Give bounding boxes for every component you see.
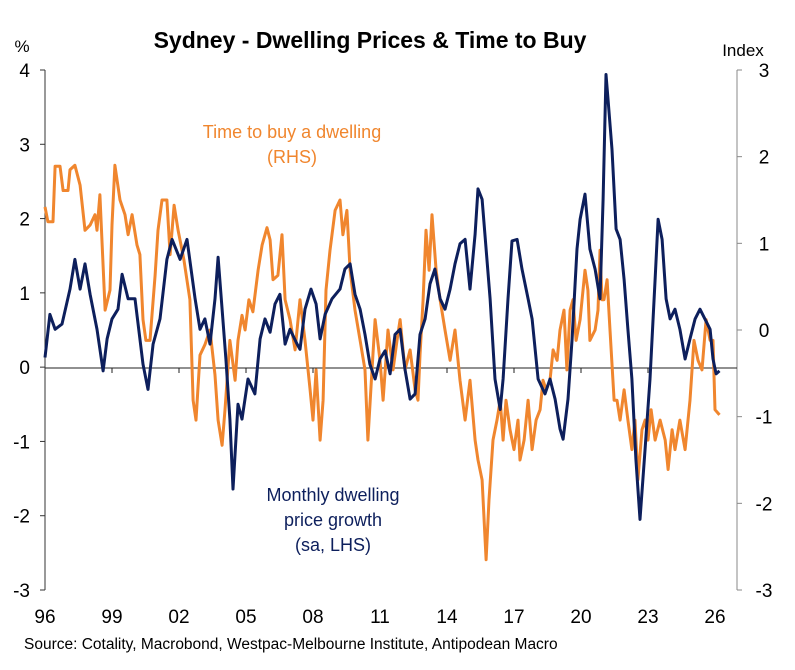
right-axis-tick-label: 1 [759, 234, 770, 255]
right-axis-unit: Index [722, 41, 764, 60]
x-axis-tick-label: 05 [235, 607, 256, 628]
x-axis-tick-label: 17 [503, 607, 524, 628]
right-axis-tick-label: 0 [759, 321, 770, 342]
right-axis-tick-label: 3 [759, 61, 770, 82]
orange-series-label-line1: Time to buy a dwelling [203, 122, 381, 142]
blue-series-label-line1: Monthly dwelling [266, 485, 399, 505]
price-growth-line [43, 73, 721, 521]
right-axis-tick-label: -1 [756, 408, 773, 429]
right-axis-tick-label: -3 [756, 581, 773, 602]
left-axis-tick-label: 2 [19, 210, 30, 231]
x-axis-tick-label: 11 [370, 607, 390, 628]
x-axis-tick-label: 26 [704, 607, 725, 628]
x-axis-tick-label: 99 [101, 607, 122, 628]
blue-series-label-line2: price growth [284, 510, 382, 530]
x-axis-tick-label: 14 [436, 607, 458, 628]
orange-series-label-line2: (RHS) [267, 147, 317, 167]
left-axis-tick-label: -3 [13, 581, 30, 602]
x-axis-tick-label: 23 [637, 607, 658, 628]
right-axis-tick-label: 2 [759, 148, 770, 169]
left-axis-tick-label: 4 [19, 61, 30, 82]
right-axis-tick-label: -2 [756, 494, 773, 515]
left-axis-tick-label: 0 [19, 358, 30, 379]
left-axis-tick-label: 1 [19, 284, 30, 305]
left-axis-tick-label: -1 [13, 432, 30, 453]
x-axis-tick-label: 08 [302, 607, 323, 628]
left-axis-tick-label: -2 [13, 507, 30, 528]
left-axis-unit: % [14, 37, 29, 56]
x-axis-tick-label: 02 [168, 607, 189, 628]
chart-title: Sydney - Dwelling Prices & Time to Buy [154, 27, 587, 53]
left-axis-tick-label: 3 [19, 135, 30, 156]
blue-series-label-line3: (sa, LHS) [295, 535, 371, 555]
x-axis-tick-label: 20 [570, 607, 591, 628]
source-note: Source: Cotality, Macrobond, Westpac-Mel… [24, 636, 558, 653]
x-axis-tick-label: 96 [34, 607, 55, 628]
